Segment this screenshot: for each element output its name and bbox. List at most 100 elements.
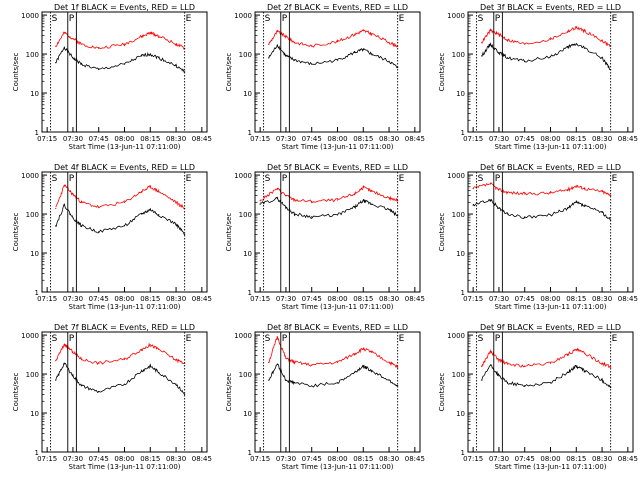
x-tick-label: 08:15	[566, 135, 586, 143]
lld-data-point	[276, 30, 278, 33]
lld-data-point	[276, 336, 278, 338]
events-data-point	[524, 217, 526, 219]
marker-annotation: E	[186, 174, 192, 184]
events-data-point	[575, 201, 577, 203]
events-data-point	[336, 214, 339, 216]
x-tick-label: 07:15	[463, 135, 483, 143]
y-tick-label: 1000	[21, 12, 39, 20]
events-data-point	[506, 213, 509, 215]
events-data-point	[601, 211, 603, 214]
y-tick-label: 1000	[234, 12, 252, 20]
lld-data-point	[397, 366, 399, 368]
y-tick-label: 1	[35, 129, 39, 137]
lld-data-point	[55, 360, 57, 362]
events-data-point	[498, 207, 500, 209]
x-tick-label: 07:45	[302, 135, 322, 143]
events-data-point	[388, 379, 390, 381]
lld-series-line	[55, 184, 185, 210]
events-data-point	[524, 60, 526, 62]
events-data-point	[98, 391, 100, 393]
events-data-point	[141, 370, 143, 372]
x-tick-label: 08:45	[192, 295, 212, 303]
x-tick-label: 08:00	[114, 455, 134, 463]
events-data-point	[55, 379, 57, 381]
lld-data-point	[63, 184, 65, 186]
events-data-point	[55, 225, 57, 227]
panel-title: Det 3f BLACK = Events, RED = LLD	[480, 3, 621, 12]
lld-data-point	[549, 362, 552, 364]
lld-data-point	[268, 43, 270, 45]
lld-data-point	[524, 365, 526, 367]
events-data-point	[285, 206, 287, 208]
events-data-point	[601, 379, 603, 381]
events-data-point	[285, 379, 287, 381]
x-tick-label: 08:00	[114, 295, 134, 303]
x-tick-label: 08:45	[192, 135, 212, 143]
panel-title: Det 9f BLACK = Events, RED = LLD	[480, 323, 621, 332]
lld-data-point	[158, 35, 160, 37]
y-tick-label: 10	[456, 90, 465, 98]
marker-annotation: E	[612, 334, 618, 344]
x-tick-label: 08:00	[540, 135, 560, 143]
events-data-point	[506, 57, 509, 59]
marker-annotation: E	[612, 174, 618, 184]
panel-8: Det 8f BLACK = Events, RED = LLD 1 10 100 10…	[225, 323, 425, 471]
y-tick-label: 100	[26, 51, 39, 59]
events-data-point	[123, 383, 126, 385]
events-data-point	[481, 379, 483, 381]
lld-data-point	[362, 29, 364, 32]
x-tick-label: 08:00	[540, 455, 560, 463]
y-tick-label: 100	[452, 211, 465, 219]
marker-annotation: E	[399, 334, 405, 344]
lld-data-point	[481, 41, 483, 43]
x-tick-label: 08:00	[114, 135, 134, 143]
x-tick-label: 07:15	[250, 455, 270, 463]
lld-data-point	[524, 193, 526, 195]
lld-data-point	[489, 350, 491, 353]
lld-data-point	[268, 361, 270, 363]
lld-data-point	[55, 45, 57, 47]
y-tick-label: 10	[456, 410, 465, 418]
y-tick-label: 10	[243, 410, 252, 418]
y-tick-label: 100	[239, 51, 252, 59]
lld-data-point	[567, 353, 569, 355]
lld-data-point	[371, 351, 373, 353]
x-axis-label: Start Time (13-Jun-11 07:11:00)	[495, 303, 607, 311]
lld-data-point	[259, 200, 261, 202]
events-data-point	[149, 53, 151, 55]
lld-data-point	[80, 43, 83, 45]
events-data-point	[567, 46, 569, 48]
x-tick-label: 07:45	[302, 295, 322, 303]
x-tick-label: 07:30	[489, 295, 509, 303]
x-tick-label: 08:30	[166, 135, 186, 143]
lld-data-point	[72, 37, 74, 40]
marker-annotation: S	[478, 14, 484, 24]
lld-data-point	[610, 194, 612, 197]
plot-frame	[467, 11, 634, 133]
lld-series-line	[472, 181, 611, 197]
lld-data-point	[354, 353, 356, 355]
y-tick-label: 10	[30, 410, 39, 418]
y-tick-label: 1000	[447, 12, 465, 20]
lld-data-point	[63, 32, 65, 34]
events-data-point	[63, 46, 65, 48]
marker-annotation: E	[399, 174, 405, 184]
lld-data-point	[285, 36, 287, 38]
y-axis-label: Counts/sec	[12, 53, 20, 92]
lld-data-point	[336, 40, 339, 43]
x-tick-label: 07:30	[276, 135, 296, 143]
y-tick-label: 1	[461, 449, 465, 457]
x-tick-label: 08:30	[592, 135, 612, 143]
x-tick-label: 07:45	[89, 135, 109, 143]
events-data-point	[371, 53, 373, 55]
events-data-point	[259, 203, 261, 205]
x-tick-label: 07:15	[250, 295, 270, 303]
events-data-point	[524, 385, 526, 387]
panel-title: Det 6f BLACK = Events, RED = LLD	[480, 163, 621, 172]
x-tick-label: 08:15	[140, 455, 160, 463]
lld-data-point	[311, 45, 313, 47]
lld-data-point	[472, 188, 474, 190]
y-axis-label: Counts/sec	[438, 53, 446, 92]
events-data-point	[141, 213, 143, 215]
lld-data-point	[98, 47, 100, 49]
